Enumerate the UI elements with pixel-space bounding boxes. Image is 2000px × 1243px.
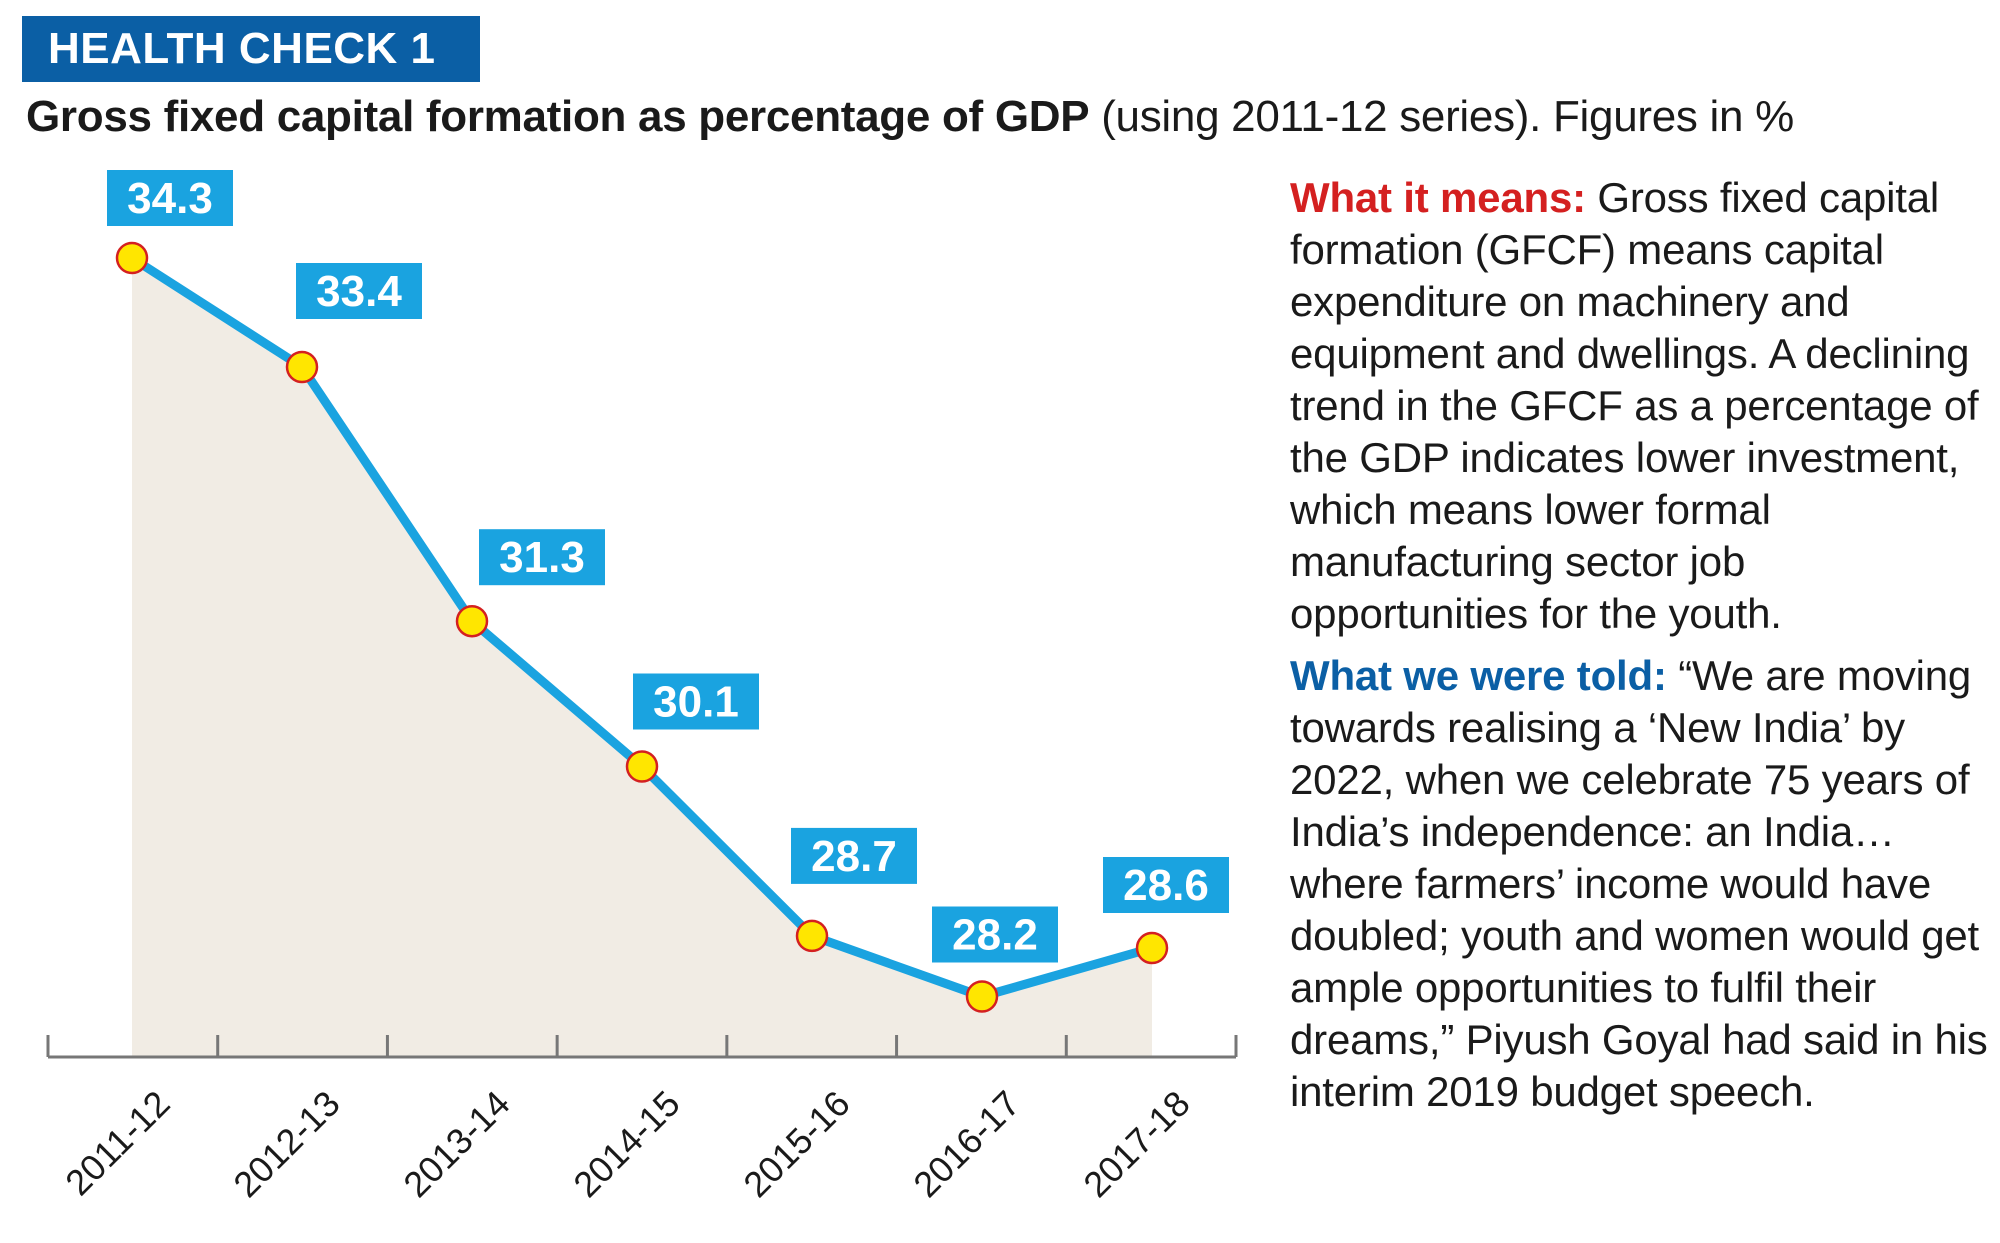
data-label-box <box>932 906 1058 963</box>
data-point <box>285 350 319 384</box>
data-label-box <box>296 263 422 319</box>
x-tick-label: 2015-16 <box>735 1083 857 1205</box>
what-we-were-told-heading: What we were told: <box>1290 652 1667 699</box>
chart-subtitle: Gross fixed capital formation as percent… <box>26 92 1794 142</box>
what-we-were-told-text: “We are moving towards realising a ‘New … <box>1290 652 1988 1115</box>
what-we-were-told-paragraph: What we were told: “We are moving toward… <box>1290 650 1990 1118</box>
x-tick-label: 2016-17 <box>905 1083 1027 1205</box>
chart-title: Gross fixed capital formation as percent… <box>26 92 1090 141</box>
data-point <box>965 980 999 1013</box>
area-fill <box>132 258 1152 1057</box>
what-it-means-heading: What it means: <box>1290 174 1586 221</box>
health-check-badge: HEALTH CHECK 1 <box>22 16 480 82</box>
data-label: 34.3 <box>127 174 213 223</box>
x-tick-label: 2017-18 <box>1075 1083 1197 1205</box>
data-label-box <box>791 827 917 884</box>
data-point <box>795 919 829 953</box>
data-label-box <box>1103 857 1229 913</box>
data-point <box>455 604 489 638</box>
x-tick-label: 2012-13 <box>225 1083 347 1205</box>
data-label: 28.2 <box>952 911 1038 960</box>
x-tick-label: 2011-12 <box>57 1083 178 1204</box>
data-point <box>625 750 659 783</box>
data-label: 31.3 <box>499 533 585 582</box>
x-tick-label: 2014-15 <box>565 1083 687 1205</box>
chart-title-qualifier: (using 2011-12 series). Figures in % <box>1089 92 1794 141</box>
data-point <box>115 241 149 275</box>
data-point <box>1135 931 1169 965</box>
explanation-panel: What it means: Gross fixed capital forma… <box>1290 172 1990 1128</box>
data-label: 30.1 <box>653 678 739 727</box>
data-label-box <box>633 673 759 730</box>
gfcf-line-chart: 34.3 33.4 31.3 30.1 28.7 28.2 28.6 2011-12 2012-… <box>46 170 1238 1205</box>
data-label: 28.6 <box>1123 861 1209 910</box>
x-tick-label: 2013-14 <box>395 1083 517 1205</box>
data-label: 33.4 <box>316 267 402 316</box>
data-label-box <box>107 170 233 226</box>
data-label-box <box>479 529 605 586</box>
what-it-means-paragraph: What it means: Gross fixed capital forma… <box>1290 172 1990 640</box>
data-label: 28.7 <box>811 832 897 881</box>
what-it-means-text: Gross fixed capital formation (GFCF) mea… <box>1290 174 1979 637</box>
